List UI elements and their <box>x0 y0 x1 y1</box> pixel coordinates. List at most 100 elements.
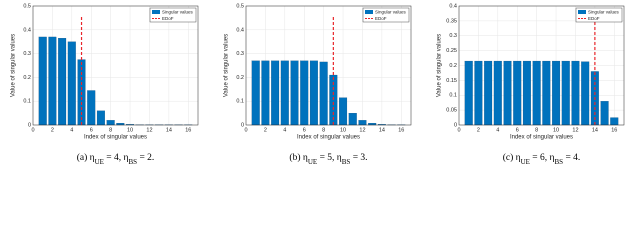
bar <box>484 60 493 126</box>
bar <box>96 110 105 126</box>
y-tick-label: 0.3 <box>23 51 31 57</box>
x-tick-label: 4 <box>496 127 499 133</box>
bar <box>290 60 299 126</box>
bar <box>271 60 280 126</box>
y-tick-label: 0.05 <box>446 108 457 114</box>
bar <box>542 60 551 126</box>
bar <box>571 60 580 126</box>
caption-part: BS <box>342 158 351 166</box>
bar <box>251 60 260 126</box>
bar <box>67 41 76 126</box>
bar <box>610 117 619 126</box>
y-tick-label: 0.1 <box>23 99 31 105</box>
x-tick-label: 16 <box>398 127 404 133</box>
y-tick-label: 0.1 <box>449 93 457 99</box>
bar <box>58 38 67 126</box>
x-tick-label: 16 <box>185 127 191 133</box>
x-tick-label: 6 <box>303 127 306 133</box>
caption-part: UE <box>95 158 104 166</box>
x-tick-label: 4 <box>283 127 286 133</box>
x-axis-label: Index of singular values <box>510 135 573 141</box>
x-axis-label: Index of singular values <box>84 135 147 141</box>
legend-swatch <box>365 10 373 14</box>
plot-area <box>246 6 411 125</box>
legend-label: Singular values <box>588 9 620 14</box>
legend-label: EDoF <box>588 16 600 21</box>
legend-label: Singular values <box>162 9 194 14</box>
bar <box>368 122 377 126</box>
caption-part: (c) η <box>503 152 521 163</box>
bar <box>600 101 609 126</box>
x-tick-label: 2 <box>264 127 267 133</box>
y-tick-label: 0.5 <box>236 3 244 9</box>
legend-swatch <box>578 10 586 14</box>
y-tick-label: 0.35 <box>446 18 457 24</box>
x-tick-label: 0 <box>31 127 34 133</box>
bar <box>464 60 473 126</box>
bar <box>348 112 357 126</box>
y-tick-label: 0.25 <box>446 48 457 54</box>
y-tick-label: 0.2 <box>23 75 31 81</box>
x-tick-label: 16 <box>611 127 617 133</box>
legend-swatch <box>152 10 160 14</box>
axes-box <box>32 5 199 126</box>
bar <box>87 90 96 126</box>
y-tick-label: 0.3 <box>236 51 244 57</box>
x-tick-label: 12 <box>359 127 365 133</box>
x-tick-label: 10 <box>340 127 346 133</box>
x-tick-label: 14 <box>379 127 385 133</box>
caption-part: = 6, η <box>530 153 555 163</box>
caption-part: BS <box>555 158 564 166</box>
y-tick-label: 0 <box>241 122 244 128</box>
caption-part: = 2. <box>137 153 154 163</box>
x-tick-label: 0 <box>244 127 247 133</box>
x-tick-label: 10 <box>127 127 133 133</box>
legend-label: Singular values <box>375 9 407 14</box>
bar <box>261 60 270 126</box>
bar <box>581 61 590 126</box>
x-tick-label: 12 <box>146 127 152 133</box>
x-axis-label: Index of singular values <box>297 135 360 141</box>
x-tick-label: 0 <box>457 127 460 133</box>
bar <box>503 60 512 126</box>
caption-part: (b) η <box>289 152 307 163</box>
x-tick-label: 6 <box>90 127 93 133</box>
caption: (a) ηUE = 4, ηBS = 2. <box>77 152 155 165</box>
y-tick-label: 0.1 <box>236 99 244 105</box>
bar <box>319 61 328 126</box>
y-axis-label: Value of singular values <box>224 34 230 97</box>
axes-box <box>245 5 412 126</box>
x-tick-label: 12 <box>572 127 578 133</box>
bar <box>309 60 318 126</box>
caption-part: BS <box>129 158 138 166</box>
x-tick-label: 8 <box>322 127 325 133</box>
y-tick-label: 0.15 <box>446 78 457 84</box>
caption-part: UE <box>521 158 530 166</box>
legend-box <box>362 7 410 23</box>
y-tick-label: 0.2 <box>236 75 244 81</box>
figure: 0 0.1 0.2 0.3 0.4 0.5 0 2 4 6 8 10 12 14 16 Singular va… <box>11 3 625 166</box>
legend-box <box>575 7 623 23</box>
x-tick-label: 2 <box>477 127 480 133</box>
caption-part: = 4. <box>563 153 580 163</box>
y-tick-label: 0 <box>28 122 31 128</box>
y-tick-label: 0.4 <box>236 27 244 33</box>
y-tick-label: 0.2 <box>449 63 457 69</box>
plot-area <box>33 6 198 125</box>
axes-box <box>458 5 625 126</box>
caption-part: = 5, η <box>317 153 342 163</box>
bar <box>339 97 348 126</box>
bar <box>513 60 522 126</box>
bar <box>116 122 125 126</box>
x-tick-label: 8 <box>535 127 538 133</box>
bar <box>561 60 570 126</box>
y-tick-label: 0 <box>454 122 457 128</box>
x-tick-label: 10 <box>553 127 559 133</box>
caption-part: (a) η <box>77 152 95 163</box>
y-axis-label: Value of singular values <box>437 34 443 97</box>
bar <box>106 120 115 126</box>
bar <box>522 60 531 126</box>
bar <box>474 60 483 126</box>
legend-label: EDoF <box>162 16 174 21</box>
bar <box>532 60 541 126</box>
